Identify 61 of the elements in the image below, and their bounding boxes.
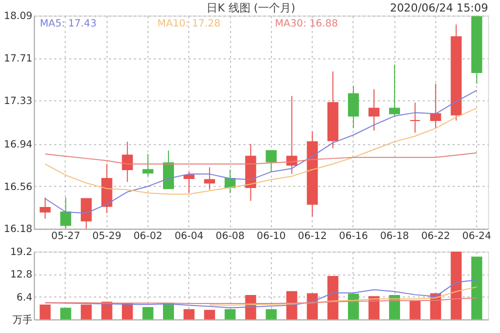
y-tick-label: 18.09 xyxy=(4,11,32,22)
candlestick xyxy=(389,64,400,117)
bar xyxy=(122,304,133,320)
x-tick-label: 05-27 xyxy=(51,231,80,242)
text: 2020/06/24 15:09 xyxy=(390,2,488,15)
bar xyxy=(60,308,72,320)
bar xyxy=(204,310,216,320)
x-tick-label: 06-02 xyxy=(133,231,162,242)
candlestick xyxy=(368,88,380,132)
bar xyxy=(40,304,51,320)
candlestick xyxy=(60,196,72,230)
y-tick-label: 19.2 xyxy=(10,247,32,258)
line-series xyxy=(44,108,478,195)
bar xyxy=(348,294,359,320)
y-tick-label: 12.8 xyxy=(10,270,32,281)
bar xyxy=(184,309,195,320)
bar xyxy=(224,309,236,320)
bar xyxy=(450,252,462,320)
bar xyxy=(142,307,154,320)
y-tick-label: 17.71 xyxy=(4,53,32,64)
bar xyxy=(327,276,338,320)
candlestick xyxy=(410,102,421,134)
y-tick-label: 16.94 xyxy=(4,139,32,150)
x-tick-label: 06-10 xyxy=(256,231,286,242)
y-tick-label: 17.33 xyxy=(4,96,32,107)
bar xyxy=(80,304,92,320)
y-tick-label: 16.56 xyxy=(4,182,32,193)
candlestick xyxy=(40,196,51,220)
candlestick xyxy=(80,198,92,230)
x-tick-label: 06-08 xyxy=(216,231,245,242)
bar xyxy=(389,295,400,320)
x-tick-label: 06-04 xyxy=(174,231,204,242)
candlestick xyxy=(142,153,154,177)
x-tick-label: 06-22 xyxy=(421,231,450,242)
candlestick xyxy=(184,171,195,194)
text: MA30: 16.88 xyxy=(274,18,338,30)
bar xyxy=(286,291,298,320)
bar xyxy=(266,309,277,320)
bar xyxy=(162,302,174,320)
candlestick xyxy=(430,83,442,129)
bar xyxy=(368,296,380,320)
candlestick xyxy=(348,85,359,129)
x-tick-label: 06-16 xyxy=(338,231,368,242)
bar xyxy=(471,256,482,320)
text: MA5: 17.43 xyxy=(40,18,97,30)
y-tick-label: 万手 xyxy=(12,314,32,326)
x-tick-label: 06-24 xyxy=(462,231,492,242)
bar xyxy=(306,293,318,320)
text: MA10: 17.28 xyxy=(157,18,220,30)
bar xyxy=(410,300,421,320)
candlestick xyxy=(122,141,133,182)
candlestick xyxy=(266,150,277,172)
line-series xyxy=(209,286,478,306)
y-tick-label: 6.4 xyxy=(16,292,32,304)
x-tick-label: 05-29 xyxy=(92,231,122,242)
candlestick xyxy=(204,166,216,190)
candlestick xyxy=(286,95,298,175)
chart-title: 日K 线图 (一个月) xyxy=(206,2,296,15)
y-tick-label: 16.18 xyxy=(4,224,32,236)
x-tick-label: 06-12 xyxy=(298,231,327,242)
x-tick-label: 06-18 xyxy=(380,231,409,242)
